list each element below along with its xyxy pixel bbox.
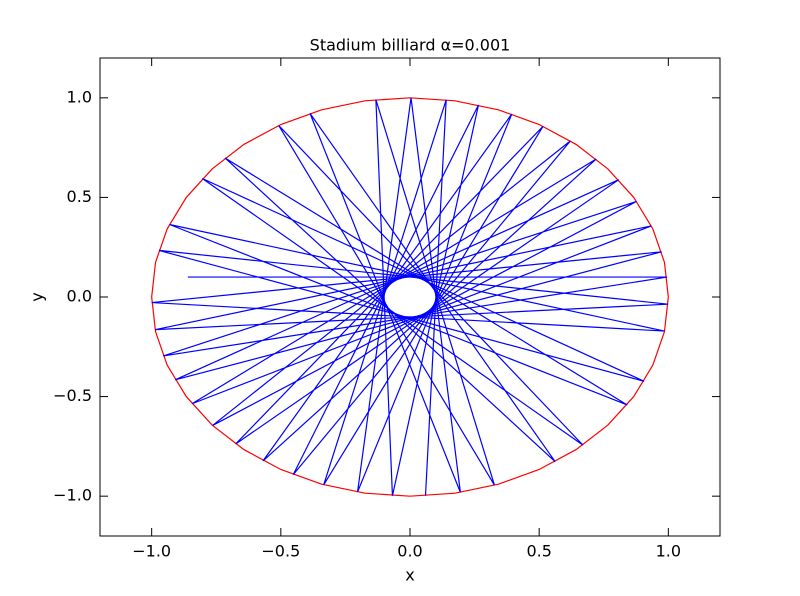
y-tick-label: −0.5 [53,386,92,405]
x-tick-label: 0.5 [526,542,551,561]
series-line [151,97,669,497]
y-tick-label: −1.0 [53,486,92,505]
y-tick-label: 1.0 [67,87,92,106]
y-tick-label: 0.5 [67,187,92,206]
y-axis-label: y [28,292,47,301]
x-tick-label: 0.0 [397,542,422,561]
plot-frame [99,57,721,537]
x-tick-label: −1.0 [132,542,171,561]
x-tick-label: −0.5 [261,542,300,561]
y-tick-label: 0.0 [67,287,92,306]
chart-title: Stadium billiard α=0.001 [310,36,511,55]
series-line [151,97,669,496]
x-tick-label: 1.0 [656,542,681,561]
x-axis-label: x [405,566,414,585]
